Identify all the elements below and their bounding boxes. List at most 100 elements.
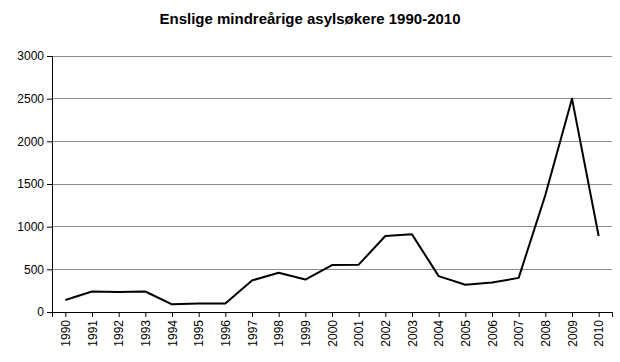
x-tick: 2009 <box>566 312 580 347</box>
x-tick-mark <box>599 312 600 317</box>
x-tick-label: 1999 <box>299 320 313 347</box>
x-tick-label: 2010 <box>592 320 606 347</box>
x-tick-mark <box>252 312 253 317</box>
x-tick-label: 1998 <box>272 320 286 347</box>
x-tick-mark <box>412 312 413 317</box>
y-tick: 2000 <box>17 135 52 149</box>
x-tick-mark <box>279 312 280 317</box>
y-tick-mark <box>47 184 52 185</box>
y-tick-label: 1000 <box>17 220 44 234</box>
x-tick-mark <box>519 312 520 317</box>
x-tick: 2002 <box>379 312 393 347</box>
x-tick-label: 1990 <box>59 320 73 347</box>
x-tick-mark <box>359 312 360 317</box>
x-tick: 1994 <box>166 312 180 347</box>
x-tick: 1991 <box>86 312 100 347</box>
x-tick: 2007 <box>512 312 526 347</box>
x-tick: 1995 <box>192 312 206 347</box>
plot-area: 0 500 1000 1500 2000 2500 3000 1990 1991 1992 1993… <box>17 49 612 346</box>
chart-container: Enslige mindreårige asylsøkere 1990-2010… <box>0 0 620 362</box>
x-tick: 1992 <box>112 312 126 347</box>
y-tick: 2500 <box>17 92 52 106</box>
chart-title: Enslige mindreårige asylsøkere 1990-2010 <box>159 10 460 27</box>
x-tick: 2003 <box>406 312 420 347</box>
grid-line <box>52 184 612 185</box>
grid-line <box>52 56 612 57</box>
x-tick: 1993 <box>139 312 153 347</box>
x-tick-label: 1995 <box>192 320 206 347</box>
x-tick-mark <box>65 312 66 317</box>
x-tick-label: 2003 <box>406 320 420 347</box>
grid-line <box>52 226 612 227</box>
x-tick-mark <box>385 312 386 317</box>
x-tick: 1999 <box>299 312 313 347</box>
x-tick-label: 1992 <box>112 320 126 347</box>
x-tick: 2010 <box>592 312 606 347</box>
x-tick: 1997 <box>246 312 260 347</box>
x-tick-mark <box>119 312 120 317</box>
x-tick-label: 2008 <box>539 320 553 347</box>
y-tick: 3000 <box>17 49 52 63</box>
series-group <box>65 99 598 305</box>
y-axis-line <box>47 57 53 313</box>
x-tick-mark <box>492 312 493 317</box>
y-tick: 500 <box>24 263 52 277</box>
x-tick-mark <box>92 312 93 317</box>
x-tick-label: 2000 <box>326 320 340 347</box>
x-tick-label: 1994 <box>166 320 180 347</box>
x-tick-label: 2006 <box>486 320 500 347</box>
x-tick-mark <box>199 312 200 317</box>
x-tick: 2004 <box>432 312 446 347</box>
x-tick-label: 2004 <box>432 320 446 347</box>
x-tick: 2008 <box>539 312 553 347</box>
x-tick-label: 2002 <box>379 320 393 347</box>
y-tick: 0 <box>37 305 52 319</box>
y-tick: 1500 <box>17 177 52 191</box>
x-tick-label: 2001 <box>352 320 366 347</box>
data-line <box>65 99 598 305</box>
y-tick-label: 3000 <box>17 49 44 63</box>
y-tick-mark <box>47 56 52 57</box>
y-tick: 1000 <box>17 220 52 234</box>
x-tick-label: 1991 <box>86 320 100 347</box>
x-tick: 2001 <box>352 312 366 347</box>
x-tick-label: 2009 <box>566 320 580 347</box>
y-tick-label: 2500 <box>17 92 44 106</box>
x-tick-label: 1997 <box>246 320 260 347</box>
y-tick-label: 0 <box>37 305 44 319</box>
grid-line <box>52 141 612 142</box>
x-tick: 2005 <box>459 312 473 347</box>
x-tick: 2006 <box>486 312 500 347</box>
x-tick-mark <box>145 312 146 317</box>
grid <box>52 56 612 312</box>
x-tick-label: 1993 <box>139 320 153 347</box>
y-tick-mark <box>47 99 52 100</box>
y-tick-mark <box>47 269 52 270</box>
x-tick-mark <box>332 312 333 317</box>
y-tick-mark <box>47 141 52 142</box>
x-tick: 2000 <box>326 312 340 347</box>
x-tick: 1998 <box>272 312 286 347</box>
x-tick-label: 2007 <box>512 320 526 347</box>
x-tick-mark <box>572 312 573 317</box>
grid-line <box>52 269 612 270</box>
x-axis: 1990 1991 1992 1993 1994 1995 1996 1997 1998 1999… <box>53 312 613 347</box>
x-tick: 1996 <box>219 312 233 347</box>
y-tick-label: 1500 <box>17 177 44 191</box>
x-axis-line <box>53 313 613 318</box>
x-tick: 1990 <box>59 312 73 347</box>
x-tick-mark <box>225 312 226 317</box>
x-tick-mark <box>305 312 306 317</box>
x-tick-mark <box>545 312 546 317</box>
x-tick-mark <box>465 312 466 317</box>
y-tick-label: 2000 <box>17 135 44 149</box>
x-tick-mark <box>439 312 440 317</box>
y-tick-mark <box>47 227 52 228</box>
x-tick-mark <box>172 312 173 317</box>
y-tick-label: 500 <box>24 263 44 277</box>
y-tick-mark <box>47 312 52 313</box>
y-axis: 0 500 1000 1500 2000 2500 3000 <box>17 49 52 319</box>
chart-svg: Enslige mindreårige asylsøkere 1990-2010… <box>0 0 620 362</box>
x-tick-label: 2005 <box>459 320 473 347</box>
x-tick-label: 1996 <box>219 320 233 347</box>
